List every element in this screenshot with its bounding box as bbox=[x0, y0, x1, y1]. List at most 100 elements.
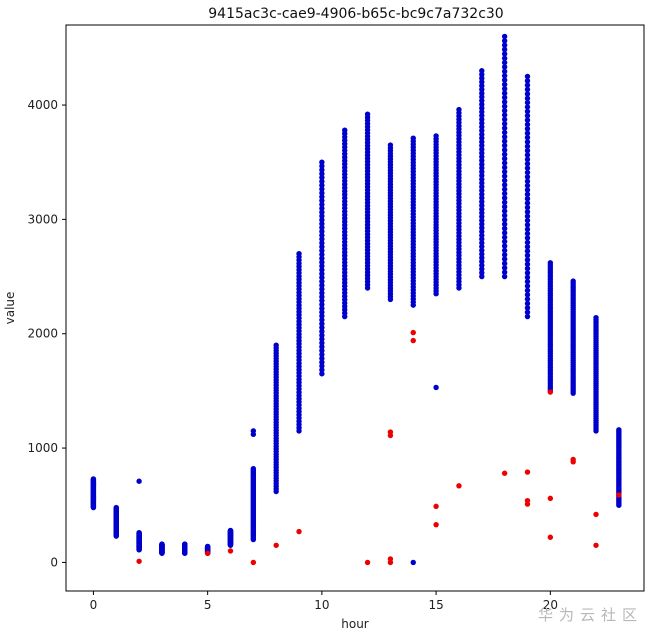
x-tick-label: 15 bbox=[428, 598, 443, 612]
data-point bbox=[501, 256, 508, 262]
data-point bbox=[501, 173, 508, 179]
data-point bbox=[182, 541, 188, 547]
data-point bbox=[319, 205, 325, 212]
anomaly-point bbox=[433, 521, 439, 528]
anomaly-point bbox=[387, 556, 394, 562]
data-point bbox=[456, 106, 462, 113]
data-point bbox=[501, 204, 508, 210]
data-point bbox=[501, 247, 508, 254]
data-point bbox=[524, 152, 531, 158]
data-point bbox=[501, 42, 508, 48]
data-point bbox=[319, 209, 325, 215]
data-point bbox=[319, 190, 325, 196]
data-point bbox=[501, 182, 508, 188]
data-point bbox=[501, 134, 508, 140]
data-point bbox=[479, 266, 485, 272]
data-point bbox=[524, 121, 531, 128]
data-point bbox=[479, 86, 485, 93]
data-point bbox=[524, 283, 531, 289]
data-point bbox=[501, 208, 508, 214]
anomaly-point bbox=[433, 503, 439, 510]
data-point bbox=[524, 161, 531, 167]
data-point bbox=[479, 228, 485, 235]
data-point bbox=[501, 138, 508, 144]
data-point bbox=[524, 292, 531, 298]
data-point bbox=[524, 73, 531, 80]
data-point bbox=[524, 244, 531, 250]
data-point bbox=[570, 278, 576, 284]
data-point bbox=[319, 363, 325, 369]
anomaly-point bbox=[227, 548, 234, 554]
data-point bbox=[319, 213, 325, 219]
data-point bbox=[501, 243, 508, 249]
data-point bbox=[501, 107, 508, 114]
data-point bbox=[547, 260, 554, 266]
data-point bbox=[501, 46, 508, 53]
data-point bbox=[433, 133, 439, 139]
anomaly-point bbox=[524, 469, 531, 475]
anomaly-point bbox=[387, 429, 394, 435]
data-point bbox=[501, 51, 508, 57]
data-point bbox=[524, 117, 531, 123]
anomaly-point bbox=[501, 470, 508, 476]
data-point bbox=[479, 79, 485, 85]
data-point bbox=[479, 180, 485, 186]
data-point bbox=[524, 287, 531, 294]
data-point bbox=[319, 240, 325, 246]
data-point bbox=[479, 131, 485, 138]
data-point bbox=[524, 239, 531, 246]
data-point bbox=[501, 199, 508, 206]
data-point bbox=[250, 428, 257, 434]
data-point bbox=[479, 225, 485, 231]
data-point bbox=[524, 108, 531, 115]
data-point bbox=[524, 143, 531, 150]
data-point bbox=[319, 355, 325, 362]
data-point bbox=[342, 127, 348, 133]
data-point bbox=[479, 191, 485, 197]
data-point bbox=[501, 121, 508, 127]
data-point bbox=[501, 68, 508, 75]
data-point bbox=[479, 187, 485, 194]
data-point bbox=[501, 147, 508, 153]
data-point bbox=[524, 274, 531, 280]
data-point bbox=[501, 225, 508, 232]
data-point bbox=[501, 142, 508, 149]
data-point bbox=[319, 278, 325, 285]
data-point bbox=[319, 290, 325, 296]
data-point bbox=[479, 101, 485, 108]
data-point bbox=[319, 251, 325, 258]
data-point bbox=[524, 235, 531, 241]
data-point bbox=[524, 265, 531, 272]
data-point bbox=[319, 313, 325, 319]
data-point bbox=[479, 213, 485, 220]
data-point bbox=[319, 171, 325, 177]
data-point bbox=[319, 159, 325, 165]
data-point bbox=[524, 156, 531, 163]
data-point bbox=[501, 129, 508, 136]
data-point bbox=[524, 309, 531, 315]
data-point bbox=[524, 305, 531, 311]
y-tick-label: 3000 bbox=[27, 212, 58, 226]
data-point bbox=[136, 478, 142, 484]
data-point bbox=[479, 139, 485, 145]
data-point bbox=[319, 259, 325, 265]
y-tick-label: 1000 bbox=[27, 441, 58, 455]
data-point bbox=[479, 169, 485, 175]
data-point bbox=[479, 142, 485, 149]
data-point bbox=[524, 134, 531, 141]
data-point bbox=[524, 174, 531, 180]
anomaly-point bbox=[136, 558, 142, 564]
anomaly-point bbox=[547, 534, 554, 540]
data-point bbox=[319, 351, 325, 358]
data-point bbox=[319, 344, 325, 350]
data-point bbox=[501, 190, 508, 197]
data-point bbox=[501, 94, 508, 101]
data-point bbox=[501, 217, 508, 223]
data-point bbox=[524, 139, 531, 145]
data-point bbox=[524, 230, 531, 237]
x-tick-label: 10 bbox=[314, 598, 329, 612]
data-point bbox=[524, 82, 531, 88]
data-point bbox=[479, 270, 485, 276]
data-point bbox=[319, 301, 325, 308]
